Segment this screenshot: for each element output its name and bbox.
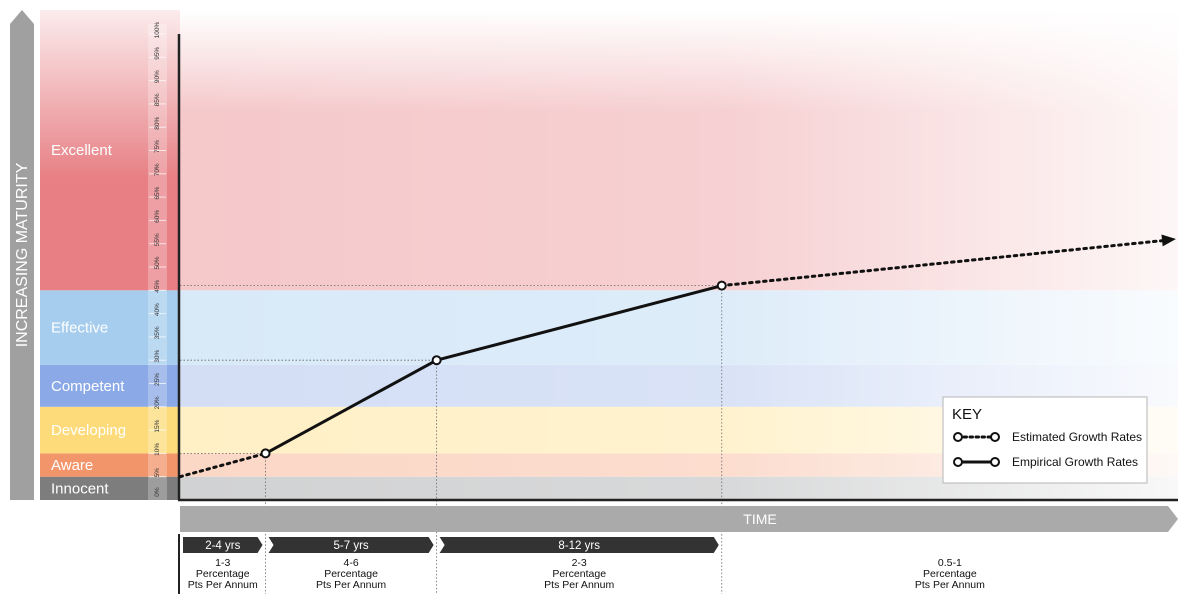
phase-rate-label: Pts Per Annum — [316, 579, 386, 591]
milestone-point — [718, 282, 726, 290]
legend-title: KEY — [952, 406, 982, 423]
legend: KEY Estimated Growth Rates Empirical Gro… — [943, 397, 1147, 483]
y-tick-strip: 0% 5% 10% 15% 20% 25% 30% 35% 40% 45% 50% 55% 60% 65%… — [148, 21, 167, 502]
legend-label-estimated: Estimated Growth Rates — [1012, 430, 1142, 444]
phase-duration-label: 2-4 yrs — [205, 540, 240, 552]
y-tick-label: 45% — [154, 280, 161, 293]
y-tick-label: 55% — [154, 233, 161, 246]
y-tick-label: 20% — [154, 396, 161, 409]
x-axis-title: TIME — [743, 511, 776, 527]
y-axis-arrow: INCREASING MATURITY — [10, 10, 34, 500]
phase-rate-label: Pts Per Annum — [544, 579, 614, 591]
legend-label-empirical: Empirical Growth Rates — [1012, 455, 1138, 469]
y-tick-label: 65% — [154, 186, 161, 199]
phase-duration-label: 5-7 yrs — [334, 540, 369, 552]
time-axis: TIME — [180, 506, 1178, 532]
phase-rate-label: Pts Per Annum — [915, 579, 985, 591]
y-tick-label: 80% — [154, 116, 161, 129]
y-tick-label: 90% — [154, 70, 161, 83]
y-tick-label: 100% — [154, 21, 161, 38]
milestone-point — [433, 356, 441, 364]
y-tick-label: 85% — [154, 93, 161, 106]
y-tick-label: 10% — [154, 443, 161, 456]
y-tick-label: 15% — [154, 419, 161, 432]
y-tick-label: 70% — [154, 163, 161, 176]
y-axis-title: INCREASING MATURITY — [14, 162, 31, 347]
y-tick-label: 50% — [154, 256, 161, 269]
y-tick-label: 95% — [154, 47, 161, 60]
y-tick-label: 75% — [154, 140, 161, 153]
category-label-excellent: Excellent — [51, 142, 113, 159]
phase-duration-label: 8-12 yrs — [558, 540, 600, 552]
y-tick-label: 60% — [154, 210, 161, 223]
y-tick-label: 30% — [154, 349, 161, 362]
milestone-point — [262, 449, 270, 457]
category-label-innocent: Innocent — [51, 480, 109, 497]
y-tick-label: 40% — [154, 303, 161, 316]
y-tick-label: 0% — [154, 487, 161, 497]
category-label-competent: Competent — [51, 378, 125, 395]
y-tick-label: 25% — [154, 373, 161, 386]
category-label-developing: Developing — [51, 422, 126, 439]
phase-rate-label: Pts Per Annum — [188, 579, 258, 591]
y-tick-label: 5% — [154, 468, 161, 478]
category-label-effective: Effective — [51, 320, 108, 337]
y-tick-label: 35% — [154, 326, 161, 339]
category-label-aware: Aware — [51, 457, 93, 474]
